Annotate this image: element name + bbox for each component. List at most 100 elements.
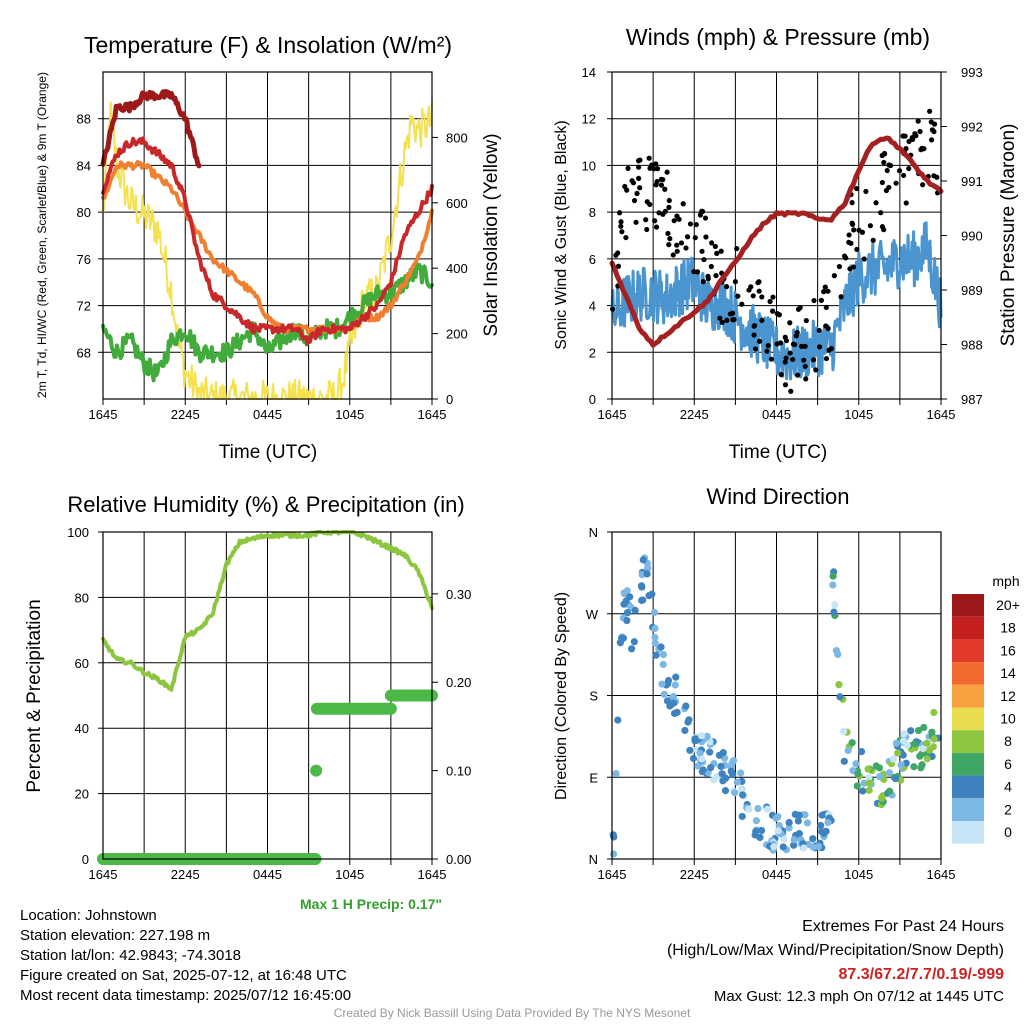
temp-ylabel-right: Solar Insolation (Yellow): [481, 133, 502, 336]
direction-point: [785, 824, 793, 832]
legend-swatch: [952, 684, 984, 708]
direction-point: [643, 570, 651, 578]
direction-point: [897, 761, 905, 769]
temp-y2tick-label: 200: [446, 327, 468, 342]
temp-ytick-label: 76: [77, 252, 91, 267]
direction-point: [774, 827, 782, 835]
direction-point: [854, 770, 862, 778]
direction-point: [930, 735, 938, 743]
extremes-values: 87.3/67.2/7.7/0.19/-999: [838, 966, 1004, 983]
gust-point: [861, 256, 867, 262]
temp-frame: [102, 71, 433, 400]
direction-point: [699, 766, 707, 774]
created-text: Figure created on Sat, 2025-07-12, at 16…: [20, 967, 347, 984]
gust-point: [854, 185, 860, 192]
rh-frame: [102, 531, 433, 860]
elevation-text: Station elevation: 227.198 m: [20, 927, 211, 944]
gust-point: [705, 276, 711, 282]
direction-point: [728, 760, 736, 768]
gust-point: [665, 230, 671, 237]
direction-point: [697, 732, 706, 740]
gust-point: [906, 165, 912, 172]
direction-point: [803, 819, 812, 827]
gust-point: [831, 273, 837, 279]
direction-point: [785, 818, 793, 827]
direction-point: [885, 769, 893, 777]
gust-point: [917, 128, 923, 135]
gust-point: [756, 279, 762, 285]
wind-y2tick-label: 992: [961, 120, 983, 135]
dir-ytick-label: N: [589, 852, 598, 867]
direction-point: [891, 774, 900, 783]
direction-point: [817, 821, 825, 830]
temp-ytick-label: 84: [77, 158, 91, 173]
gust-point: [619, 229, 625, 235]
temp-xtick-label: 1645: [418, 407, 447, 422]
rh-y2tick-label: 0.20: [446, 675, 471, 690]
direction-point: [670, 699, 678, 707]
gust-point: [708, 263, 714, 270]
gust-point: [881, 151, 888, 157]
gust-point: [788, 388, 794, 394]
gust-point: [670, 252, 676, 258]
temp-ytick-label: 68: [77, 345, 91, 360]
direction-point: [824, 819, 832, 827]
direction-point: [917, 764, 925, 772]
direction-point: [818, 811, 826, 819]
max-precip-note: Max 1 H Precip: 0.17": [300, 896, 443, 912]
wind-y2tick-label: 990: [961, 229, 983, 244]
dir-xtick-label: 1645: [927, 867, 956, 882]
gust-point: [719, 319, 725, 325]
gust-point: [881, 227, 887, 233]
dir-xtick-label: 1645: [598, 867, 627, 882]
gust-point: [636, 164, 642, 170]
gust-point: [768, 356, 775, 362]
rh-y2tick-label: 0.30: [446, 587, 471, 602]
gust-point: [693, 221, 699, 228]
gust-point: [734, 245, 740, 252]
temp-y2tick-label: 400: [446, 261, 468, 276]
direction-point: [779, 843, 787, 851]
gust-point: [683, 245, 689, 251]
legend-label: 18: [1000, 620, 1016, 636]
dir-xtick-label: 1045: [844, 867, 873, 882]
direction-point: [698, 755, 706, 763]
gust-point: [797, 304, 803, 311]
direction-point: [657, 643, 665, 651]
rh-xtick-label: 2245: [171, 867, 200, 882]
wind-ytick-label: 8: [589, 205, 596, 220]
direction-point: [648, 590, 656, 598]
direction-point: [689, 754, 698, 763]
gust-point: [713, 273, 719, 279]
humidity-line: [101, 530, 434, 692]
gust-point: [920, 182, 926, 188]
direction-point: [763, 805, 772, 813]
legend-swatch: [952, 707, 984, 731]
direction-point: [830, 608, 838, 616]
direction-point: [930, 708, 938, 717]
gust-point: [687, 221, 694, 227]
temp-xtick-label: 1645: [89, 407, 118, 422]
wind-y2tick-label: 991: [961, 174, 983, 189]
gust-point: [851, 227, 857, 233]
gust-point: [854, 246, 860, 252]
pressure-line: [609, 135, 944, 348]
direction-point: [623, 616, 631, 625]
gust-point: [660, 177, 666, 183]
recent-data-text: Most recent data timestamp: 2025/07/12 1…: [20, 987, 352, 1004]
wind-xtick-label: 1645: [927, 407, 956, 422]
direction-point: [848, 739, 856, 747]
temp9m-line: [101, 160, 434, 335]
gust-point: [622, 183, 628, 190]
direction-point: [739, 791, 747, 799]
gust-point: [697, 212, 703, 218]
gust-point: [859, 229, 866, 235]
wind-xtick-label: 0445: [762, 407, 791, 422]
legend-swatch: [952, 798, 984, 821]
direction-point: [659, 660, 667, 669]
gust-point: [625, 165, 631, 171]
legend-label: 20+: [996, 597, 1020, 613]
legend-swatch: [952, 662, 984, 685]
temp-y2tick-label: 600: [446, 196, 468, 211]
